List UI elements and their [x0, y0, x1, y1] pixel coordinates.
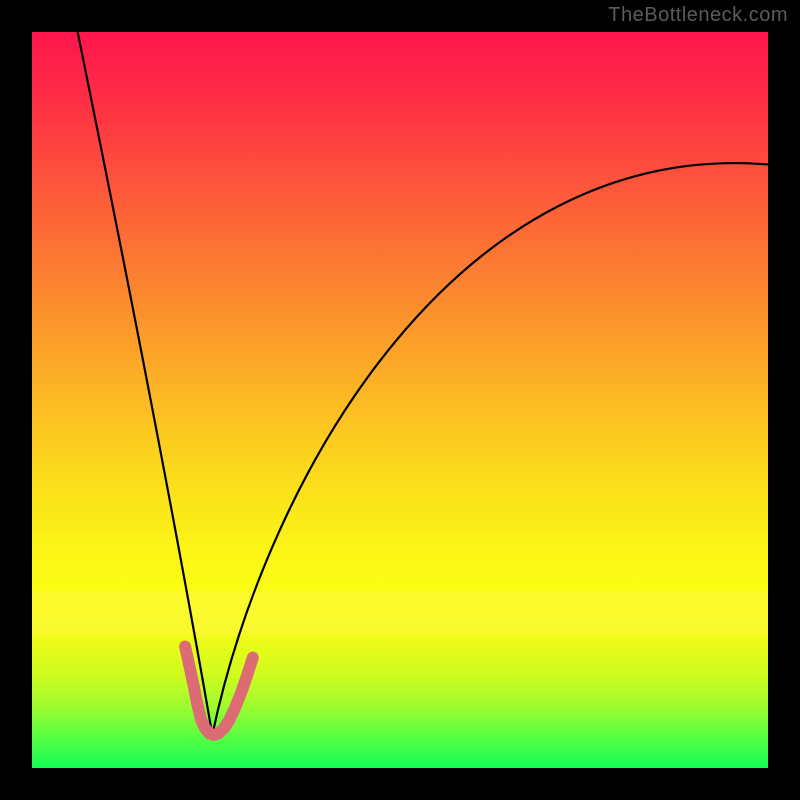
- chart-canvas: TheBottleneck.com: [0, 0, 800, 800]
- bottleneck-curve-svg: [0, 0, 800, 800]
- gradient-plot-area: [32, 32, 768, 768]
- watermark-text: TheBottleneck.com: [608, 4, 788, 27]
- highlight-band: [32, 591, 768, 635]
